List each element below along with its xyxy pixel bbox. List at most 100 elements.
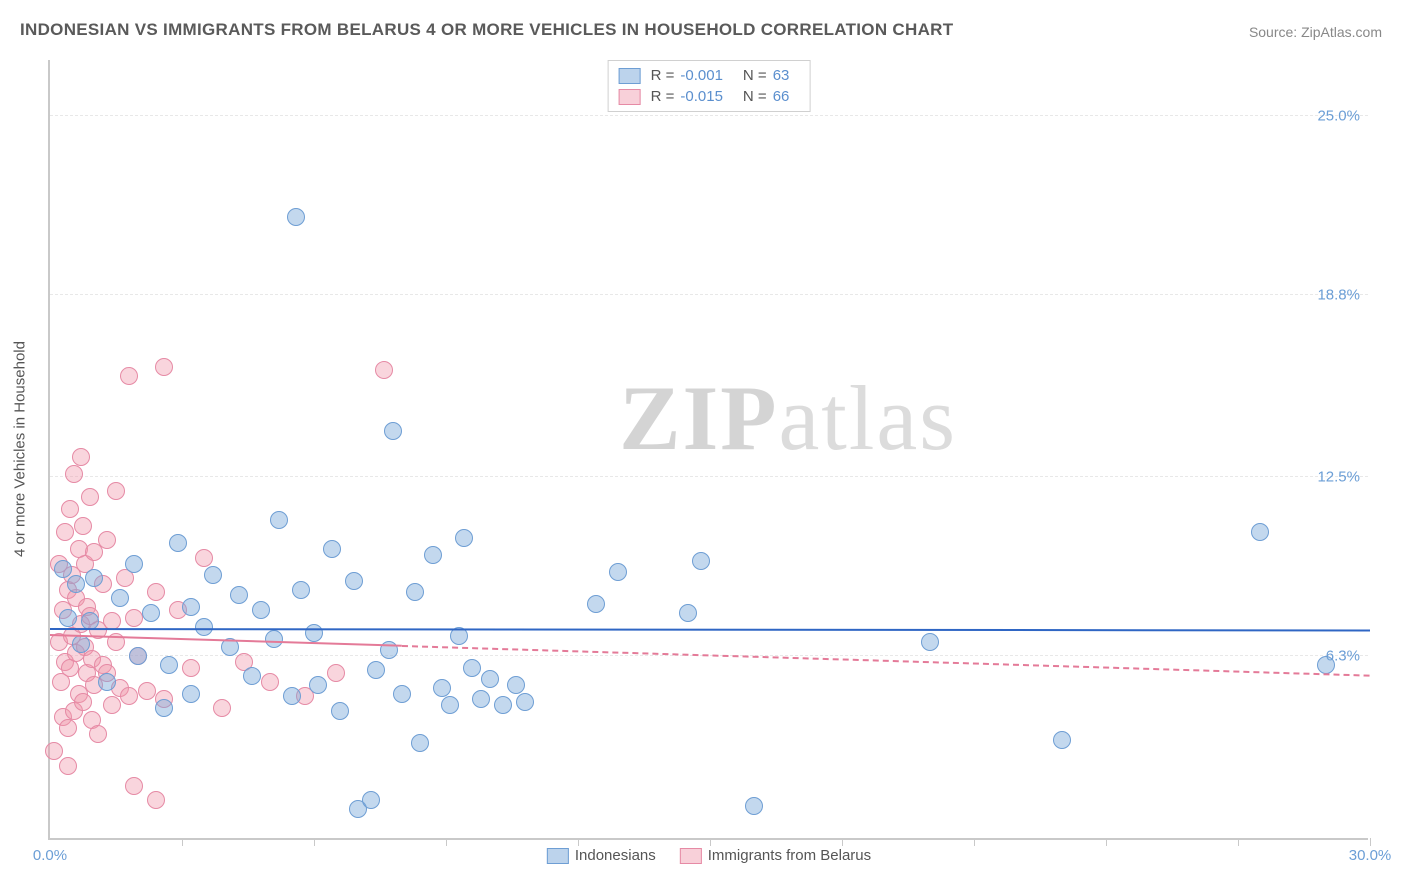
- legend-row-blue: R = -0.001 N = 63: [619, 65, 800, 86]
- swatch-blue: [619, 68, 641, 84]
- watermark: ZIPatlas: [619, 365, 957, 471]
- data-point-blue: [98, 673, 116, 691]
- data-point-blue: [155, 699, 173, 717]
- data-point-blue: [160, 656, 178, 674]
- data-point-blue: [455, 529, 473, 547]
- data-point-blue: [463, 659, 481, 677]
- data-point-pink: [65, 465, 83, 483]
- data-point-blue: [921, 633, 939, 651]
- data-point-blue: [1251, 523, 1269, 541]
- data-point-pink: [98, 531, 116, 549]
- x-tick: [182, 838, 183, 846]
- x-tick: [446, 838, 447, 846]
- data-point-pink: [74, 693, 92, 711]
- data-point-pink: [72, 448, 90, 466]
- data-point-blue: [345, 572, 363, 590]
- data-point-blue: [1053, 731, 1071, 749]
- data-point-blue: [270, 511, 288, 529]
- data-point-blue: [309, 676, 327, 694]
- data-point-blue: [265, 630, 283, 648]
- data-point-blue: [587, 595, 605, 613]
- data-point-pink: [81, 488, 99, 506]
- data-point-pink: [120, 687, 138, 705]
- x-tick-label: 30.0%: [1349, 847, 1392, 864]
- data-point-blue: [182, 598, 200, 616]
- x-tick: [314, 838, 315, 846]
- data-point-pink: [59, 719, 77, 737]
- data-point-blue: [125, 555, 143, 573]
- data-point-blue: [252, 601, 270, 619]
- data-point-blue: [230, 586, 248, 604]
- data-point-blue: [195, 618, 213, 636]
- data-point-pink: [89, 725, 107, 743]
- data-point-blue: [323, 540, 341, 558]
- data-point-blue: [142, 604, 160, 622]
- series-legend: Indonesians Immigrants from Belarus: [547, 847, 871, 864]
- data-point-blue: [243, 667, 261, 685]
- chart-title: INDONESIAN VS IMMIGRANTS FROM BELARUS 4 …: [20, 20, 953, 40]
- x-tick: [578, 838, 579, 846]
- x-tick: [710, 838, 711, 846]
- data-point-pink: [182, 659, 200, 677]
- data-point-blue: [1317, 656, 1335, 674]
- data-point-pink: [120, 367, 138, 385]
- data-point-pink: [213, 699, 231, 717]
- swatch-pink: [680, 848, 702, 864]
- data-point-pink: [61, 500, 79, 518]
- data-point-blue: [182, 685, 200, 703]
- y-tick-label: 12.5%: [1317, 468, 1360, 485]
- data-point-blue: [54, 560, 72, 578]
- data-point-blue: [609, 563, 627, 581]
- scatter-plot: ZIPatlas 4 or more Vehicles in Household…: [48, 60, 1368, 840]
- legend-row-pink: R = -0.015 N = 66: [619, 86, 800, 107]
- data-point-blue: [472, 690, 490, 708]
- data-point-blue: [305, 624, 323, 642]
- data-point-blue: [745, 797, 763, 815]
- x-tick: [1106, 838, 1107, 846]
- data-point-blue: [85, 569, 103, 587]
- data-point-blue: [507, 676, 525, 694]
- y-axis-title: 4 or more Vehicles in Household: [12, 341, 29, 557]
- data-point-blue: [406, 583, 424, 601]
- y-tick-label: 18.8%: [1317, 286, 1360, 303]
- data-point-pink: [107, 482, 125, 500]
- data-point-blue: [679, 604, 697, 622]
- gridline: [50, 476, 1368, 477]
- data-point-blue: [169, 534, 187, 552]
- data-point-blue: [692, 552, 710, 570]
- data-point-blue: [67, 575, 85, 593]
- data-point-pink: [56, 523, 74, 541]
- data-point-blue: [331, 702, 349, 720]
- legend-item-belarus: Immigrants from Belarus: [680, 847, 871, 864]
- data-point-blue: [393, 685, 411, 703]
- data-point-blue: [204, 566, 222, 584]
- trendline-blue: [50, 628, 1370, 631]
- data-point-pink: [147, 583, 165, 601]
- gridline: [50, 294, 1368, 295]
- data-point-blue: [292, 581, 310, 599]
- swatch-pink: [619, 89, 641, 105]
- data-point-pink: [59, 757, 77, 775]
- data-point-pink: [125, 609, 143, 627]
- data-point-blue: [494, 696, 512, 714]
- x-tick: [1370, 838, 1371, 846]
- data-point-pink: [375, 361, 393, 379]
- gridline: [50, 115, 1368, 116]
- correlation-legend: R = -0.001 N = 63 R = -0.015 N = 66: [608, 60, 811, 112]
- data-point-pink: [138, 682, 156, 700]
- data-point-blue: [433, 679, 451, 697]
- x-tick: [974, 838, 975, 846]
- data-point-blue: [283, 687, 301, 705]
- data-point-blue: [441, 696, 459, 714]
- swatch-blue: [547, 848, 569, 864]
- data-point-blue: [72, 635, 90, 653]
- data-point-blue: [362, 791, 380, 809]
- data-point-blue: [411, 734, 429, 752]
- x-tick-label: 0.0%: [33, 847, 67, 864]
- data-point-pink: [147, 791, 165, 809]
- data-point-blue: [129, 647, 147, 665]
- y-tick-label: 25.0%: [1317, 107, 1360, 124]
- data-point-pink: [125, 777, 143, 795]
- trendline-pink: [402, 645, 1370, 677]
- x-tick: [1238, 838, 1239, 846]
